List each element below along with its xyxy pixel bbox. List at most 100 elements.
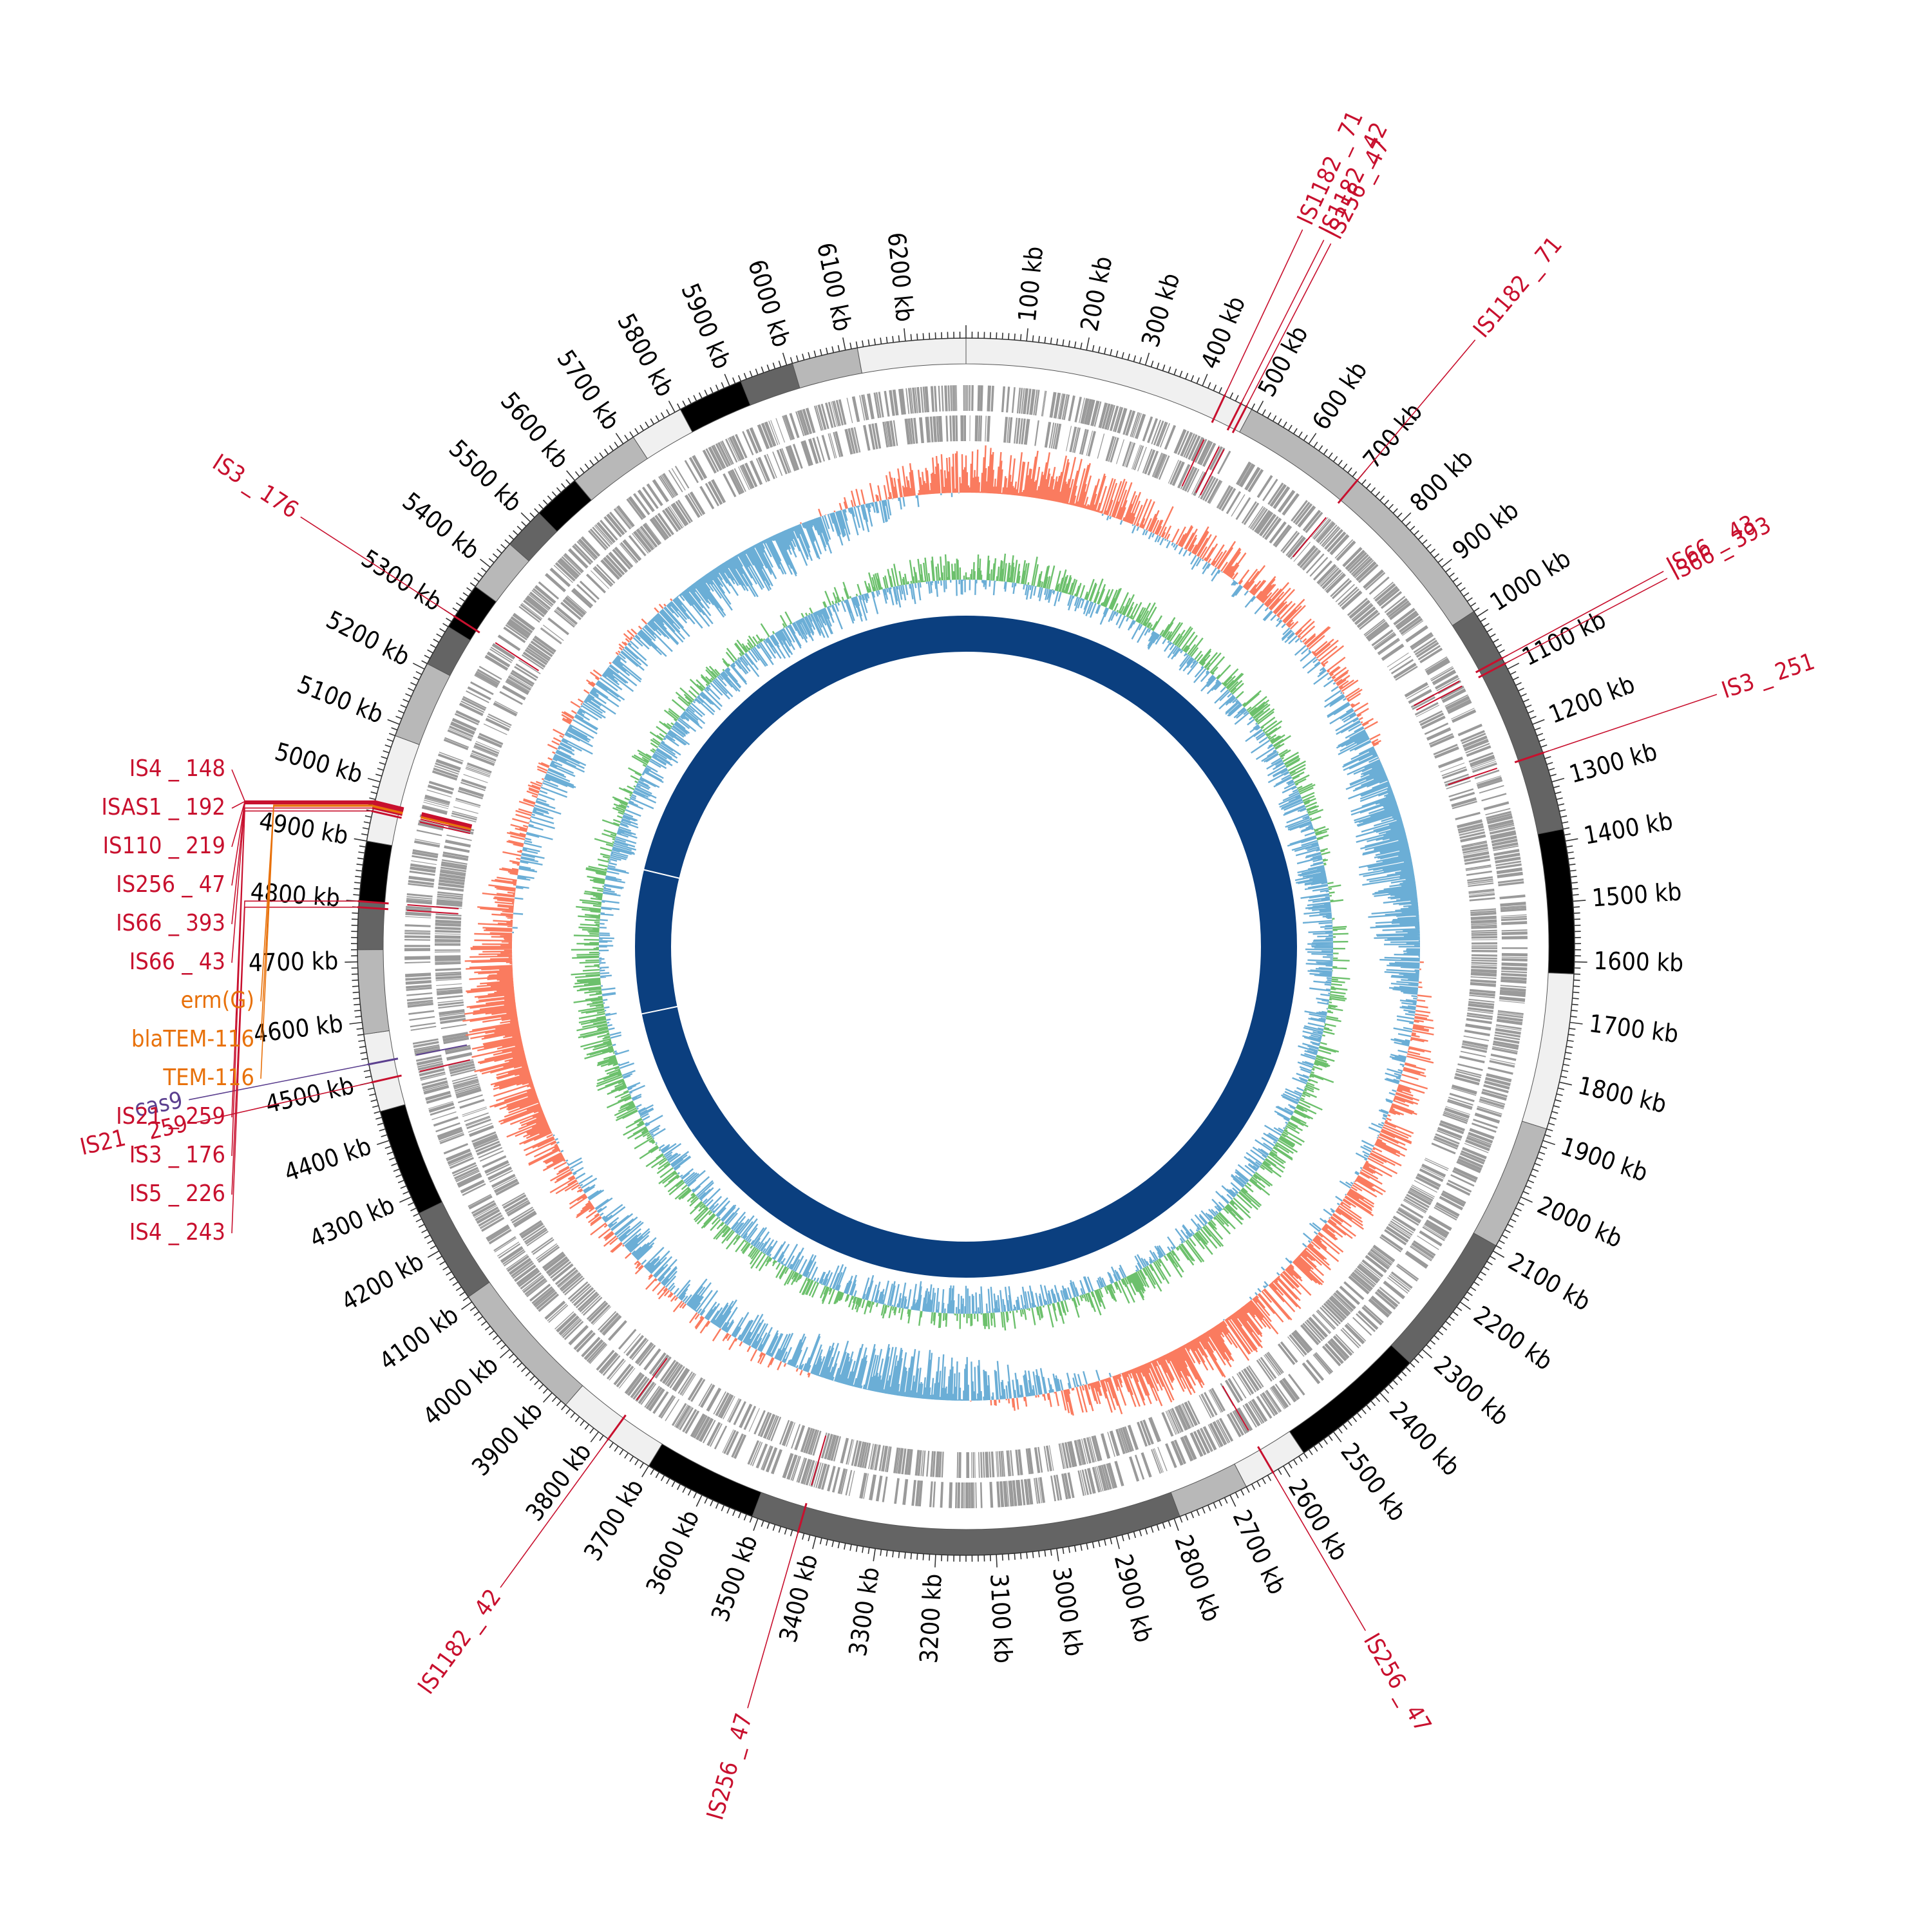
tick-label: 6000 kb (743, 256, 796, 350)
tick-label: 400 kb (1195, 292, 1251, 373)
core-genome-ring (635, 616, 1297, 1278)
tick-label: 3400 kb (773, 1551, 823, 1645)
tick-label: 6200 kb (882, 231, 920, 323)
tick-marks (345, 325, 1587, 1567)
contig-segment (679, 381, 751, 433)
tick-label: 1500 kb (1591, 877, 1682, 912)
core-gap (641, 1005, 678, 1015)
core-gap (643, 869, 680, 879)
tick-label: 3000 kb (1047, 1565, 1088, 1658)
feature-mark (453, 614, 480, 634)
feature-leader (500, 1439, 609, 1588)
gc-skew-positive (462, 445, 1434, 1416)
gc-content-negative (598, 579, 1334, 1314)
tick-label: 4100 kb (374, 1300, 464, 1376)
feature-leader (1358, 339, 1476, 480)
feature-label: IS1182 _ 42 (413, 1584, 506, 1699)
feature-cds-mark (420, 819, 471, 832)
feature-cds-mark (1448, 767, 1498, 786)
feature-cds-mark (495, 642, 539, 672)
feature-leader (1502, 571, 1664, 658)
tick-label: 3500 kb (706, 1531, 763, 1625)
feature-cds-mark (406, 909, 459, 914)
feature-cds-mark (1200, 449, 1225, 496)
feature-mark (1257, 1446, 1274, 1474)
feature-label: IS66 _ 43 (129, 949, 225, 975)
gc-skew-track (462, 445, 1434, 1416)
feature-cds-mark (1414, 680, 1460, 706)
core-ring (635, 616, 1297, 1278)
feature-mark (1211, 394, 1226, 423)
feature-mark (374, 800, 404, 810)
tick-label: 900 kb (1447, 496, 1524, 565)
contig-segment (574, 437, 648, 501)
feature-mark (1514, 751, 1545, 764)
feature-label: TEM-116 (162, 1065, 254, 1091)
feature-label: IS256 _ 47 (1358, 1629, 1436, 1737)
tick-label: 600 kb (1307, 356, 1373, 435)
cds-ring (404, 385, 1528, 1508)
tick-label: 3700 kb (578, 1474, 649, 1566)
feature-leader (193, 1081, 372, 1124)
tick-label: 300 kb (1136, 270, 1186, 350)
feature-mark (607, 1414, 627, 1441)
tick-label: 3200 kb (914, 1573, 947, 1664)
feature-mark (1478, 662, 1507, 679)
feature-leader (231, 769, 374, 802)
tick-label: 4000 kb (417, 1350, 504, 1431)
feature-label: IS5 _ 226 (129, 1180, 225, 1207)
feature-mark (1226, 402, 1243, 431)
feature-label: IS110 _ 219 (103, 833, 225, 859)
tick-label: 100 kb (1013, 245, 1048, 323)
feature-label: ISAS1 _ 192 (101, 794, 225, 820)
feature-label: IS256 _ 47 (702, 1710, 757, 1823)
feature-mark (367, 1057, 399, 1066)
feature-cds-mark (1181, 439, 1205, 487)
tick-label: 5600 kb (495, 387, 574, 474)
tick-label: 5900 kb (676, 279, 737, 374)
feature-cds-mark (1195, 446, 1220, 493)
feature-mark (371, 1074, 402, 1084)
feature-label: IS3 _ 176 (129, 1142, 225, 1168)
feature-cds-mark (1416, 685, 1463, 711)
tick-label: 5800 kb (612, 309, 679, 401)
tick-label: 1400 kb (1582, 806, 1675, 850)
tick-label: 5300 kb (356, 544, 447, 617)
contig-segment (857, 337, 967, 374)
tick-label: 2900 kb (1109, 1551, 1159, 1645)
tick-label: 1700 kb (1587, 1009, 1680, 1048)
cds-strand (404, 385, 1528, 1508)
tick-label: 500 kb (1253, 321, 1314, 401)
tick-label: 5500 kb (444, 434, 527, 517)
tick-label: 1600 kb (1593, 947, 1683, 977)
tick-label: 800 kb (1405, 444, 1479, 518)
feature-mark (372, 804, 403, 813)
feature-cds-mark (1222, 1385, 1249, 1431)
contig-segment (359, 840, 393, 904)
tick-label: 4400 kb (281, 1132, 375, 1187)
feature-leader (1273, 1473, 1366, 1631)
feature-label: IS3 _ 251 (1718, 649, 1818, 704)
tick-label: 200 kb (1075, 254, 1117, 334)
feature-leader (1241, 240, 1325, 403)
feature-mark (357, 900, 389, 905)
contig-ring (357, 337, 1575, 1556)
tick-label: 4300 kb (305, 1191, 399, 1253)
tick-label: 4200 kb (337, 1247, 429, 1316)
tick-label: 4500 kb (263, 1071, 357, 1119)
feature-label: IS66 _ 393 (116, 910, 225, 936)
feature-leader (1246, 243, 1332, 406)
feature-leader (1544, 694, 1718, 753)
feature-cds-mark (421, 815, 471, 829)
tick-label: 4800 kb (249, 877, 341, 912)
contig-segment (366, 735, 420, 846)
tick-label: 4700 kb (248, 947, 338, 977)
tick-label: 2200 kb (1468, 1300, 1558, 1376)
tick-label: 3100 kb (985, 1573, 1018, 1664)
tick-label: 2100 kb (1504, 1247, 1596, 1316)
feature-mark (372, 807, 402, 817)
tick-label: 1800 kb (1575, 1071, 1669, 1119)
feature-mark (797, 1502, 808, 1533)
